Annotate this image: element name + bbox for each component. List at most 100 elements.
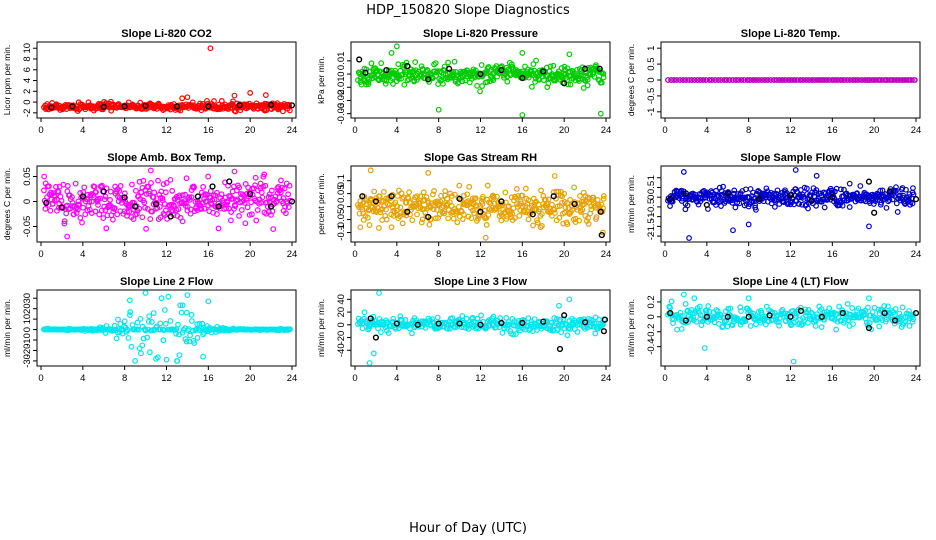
data-point (426, 221, 433, 228)
reference-point (425, 76, 432, 83)
data-point (871, 77, 877, 83)
data-point (671, 77, 677, 83)
reference-point (597, 208, 604, 215)
data-point (870, 201, 877, 207)
data-point (456, 182, 463, 189)
reference-point (456, 320, 463, 327)
reference-point (383, 66, 390, 74)
data-point (451, 191, 458, 198)
data-point (545, 196, 552, 203)
y-tick-label: -1 (646, 212, 657, 220)
reference-point (561, 312, 568, 319)
data-point (512, 215, 518, 221)
data-point (224, 199, 231, 206)
x-tick-label: 24 (911, 249, 922, 260)
reference-point (829, 194, 836, 201)
data-point (449, 193, 455, 199)
data-point (525, 216, 532, 223)
outlier-point (153, 355, 159, 362)
data-point (600, 193, 607, 199)
data-point (215, 225, 222, 232)
x-tick-label: 16 (517, 125, 528, 136)
x-tick-label: 24 (287, 125, 298, 136)
data-point (502, 189, 509, 196)
outlier-point (556, 302, 562, 309)
data-point (238, 207, 245, 213)
data-point (107, 188, 114, 195)
data-point (113, 335, 120, 342)
data-point (909, 318, 916, 325)
x-tick-label: 4 (704, 125, 709, 136)
data-point (513, 186, 520, 192)
data-point (431, 188, 437, 194)
data-point (824, 77, 830, 83)
outlier-point (745, 221, 752, 228)
data-point (559, 199, 565, 206)
data-point (667, 203, 673, 209)
data-point (440, 203, 447, 209)
data-point (135, 326, 142, 333)
data-point (188, 194, 195, 200)
data-point (738, 77, 745, 83)
data-point (462, 77, 469, 84)
data-point (388, 224, 395, 231)
outlier-point (147, 167, 154, 174)
outlier-point (597, 110, 604, 117)
reference-point (121, 194, 128, 201)
data-point (100, 215, 107, 222)
data-point (363, 201, 370, 207)
reference-point (456, 195, 463, 202)
y-tick-label: -0.05 (336, 209, 347, 231)
data-point (167, 176, 174, 183)
data-point (107, 196, 113, 203)
data-point (102, 193, 109, 200)
y-tick-label: -1 (646, 108, 657, 116)
reference-point (703, 201, 710, 209)
data-point (73, 210, 80, 216)
outlier-point (262, 92, 269, 98)
data-point (557, 316, 564, 323)
data-point (706, 77, 713, 83)
reference-point (100, 188, 107, 195)
reference-point (818, 313, 825, 320)
data-point (162, 189, 169, 196)
data-point (547, 63, 554, 70)
x-tick-label: 4 (394, 249, 399, 260)
data-point (367, 195, 374, 202)
data-point (555, 68, 562, 75)
data-point (839, 307, 846, 314)
reference-point (372, 334, 380, 341)
reference-point (404, 208, 411, 215)
data-point (414, 193, 420, 200)
data-point (753, 77, 760, 83)
reference-point (173, 103, 181, 110)
reference-point (667, 196, 674, 203)
data-point (414, 211, 420, 218)
data-point (564, 332, 571, 339)
data-point (771, 77, 777, 83)
outlier-point (866, 295, 872, 302)
x-tick-label: 20 (869, 249, 880, 260)
reference-point (79, 193, 86, 200)
data-point (775, 319, 782, 325)
y-tick-label: -0.4 (646, 338, 657, 354)
data-point (236, 212, 242, 219)
x-tick-label: 16 (203, 249, 214, 260)
data-point (129, 181, 135, 188)
reference-point (247, 190, 254, 198)
data-point (124, 209, 130, 215)
x-tick-label: 8 (746, 125, 751, 136)
reference-point (372, 198, 380, 205)
data-point (548, 212, 555, 219)
data-point (562, 320, 568, 327)
data-point (42, 205, 49, 212)
reference-point (766, 312, 773, 319)
y-tick-label: 6 (22, 67, 33, 72)
data-point (910, 185, 916, 192)
data-point (520, 317, 526, 323)
data-point (133, 211, 140, 218)
x-tick-label: 16 (827, 125, 838, 136)
reference-point (550, 193, 557, 200)
data-point (376, 225, 382, 231)
outlier-point (566, 51, 573, 58)
